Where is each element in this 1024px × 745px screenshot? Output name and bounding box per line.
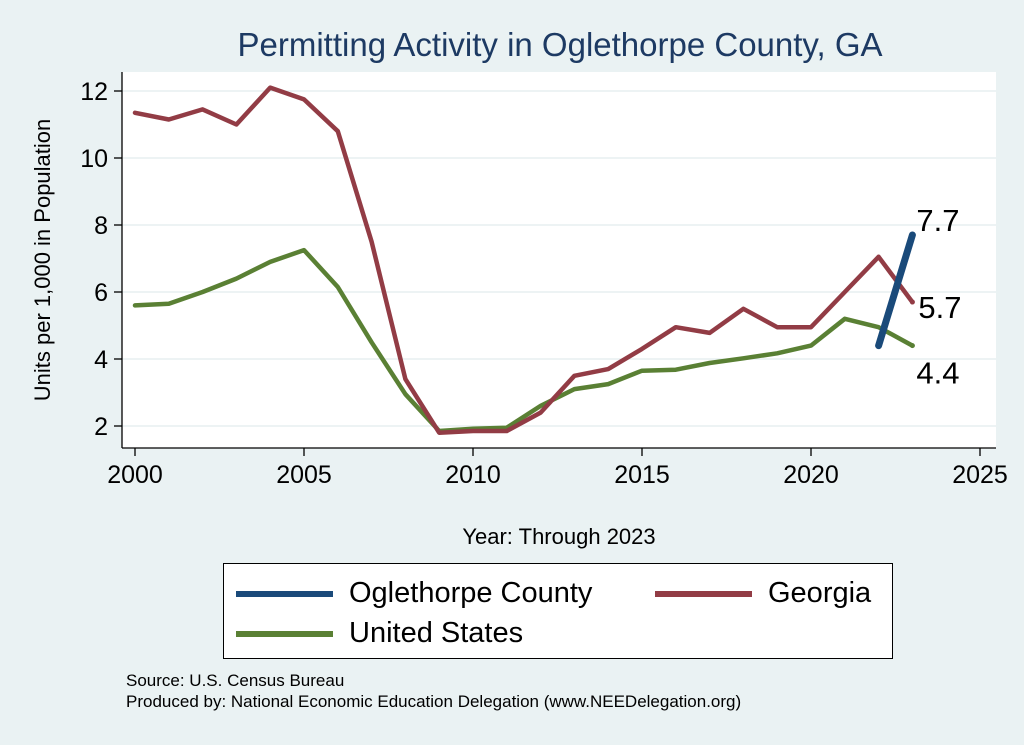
y-tick-label-6: 6 xyxy=(94,279,108,307)
end-label-oglethorpe-county: 7.7 xyxy=(916,203,959,238)
legend-item-united-states: United States xyxy=(236,617,523,650)
x-tick-label-2000: 2000 xyxy=(107,461,163,489)
y-tick-label-2: 2 xyxy=(94,413,108,441)
y-tick-label-4: 4 xyxy=(94,346,108,374)
legend-swatch-united-states xyxy=(236,630,333,637)
plot-area xyxy=(122,72,996,448)
end-label-united-states: 4.4 xyxy=(916,356,959,391)
x-tick-label-2025: 2025 xyxy=(952,461,1008,489)
legend-label-united-states: United States xyxy=(349,617,524,649)
end-label-georgia: 5.7 xyxy=(918,290,961,325)
x-tick-label-2020: 2020 xyxy=(783,461,839,489)
legend: Oglethorpe County Georgia United States xyxy=(223,563,893,659)
source-note: Source: U.S. Census Bureau Produced by: … xyxy=(126,670,741,712)
y-tick-label-12: 12 xyxy=(80,78,108,106)
source-line: Source: U.S. Census Bureau xyxy=(126,671,345,690)
legend-swatch-oglethorpe xyxy=(236,590,333,597)
y-tick-label-10: 10 xyxy=(80,145,108,173)
legend-label-georgia: Georgia xyxy=(768,577,872,609)
y-axis-label: Units per 1,000 in Population xyxy=(30,118,55,402)
series-line-oglethorpe-county xyxy=(875,231,916,350)
legend-item-georgia: Georgia xyxy=(655,577,871,610)
chart-title: Permitting Activity in Oglethorpe County… xyxy=(237,26,883,63)
x-tick-label-2015: 2015 xyxy=(614,461,670,489)
series-end-point-oglethorpe-county xyxy=(909,232,915,238)
series-line-georgia xyxy=(132,85,915,435)
series-line-united-states xyxy=(132,247,915,434)
end-labels: 7.7 5.7 4.4 xyxy=(916,203,961,391)
x-axis-label: Year: Through 2023 xyxy=(462,524,655,549)
axes: 2 4 6 8 10 12 2000 2005 2010 2015 2020 2025 xyxy=(80,72,1008,489)
producer-line: Produced by: National Economic Education… xyxy=(126,692,742,711)
series-end-point-georgia xyxy=(909,299,915,305)
y-tick-label-8: 8 xyxy=(94,212,108,240)
series-lines xyxy=(132,85,916,435)
series-end-point-united-states xyxy=(909,343,915,349)
x-tick-label-2005: 2005 xyxy=(276,461,332,489)
legend-swatch-georgia xyxy=(655,590,752,597)
legend-item-oglethorpe: Oglethorpe County xyxy=(236,577,592,610)
legend-label-oglethorpe: Oglethorpe County xyxy=(349,577,593,609)
x-tick-label-2010: 2010 xyxy=(445,461,501,489)
grid-lines xyxy=(122,90,996,427)
